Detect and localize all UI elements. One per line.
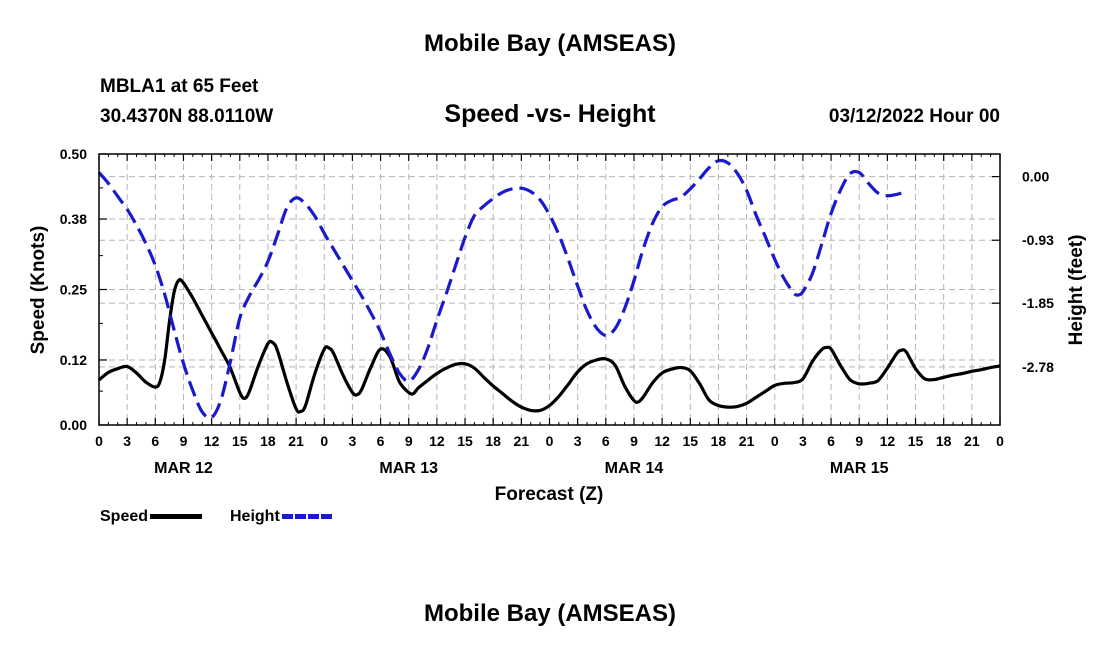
x-tick-label: 3 <box>574 433 582 449</box>
legend-speed-label: Speed <box>100 508 149 525</box>
x-tick-label: 15 <box>682 433 698 449</box>
x-tick-label: 3 <box>123 433 131 449</box>
x-tick-label: 9 <box>405 433 413 449</box>
coordinates-label: 30.4370N 88.0110W <box>100 106 274 127</box>
y-left-tick-label: 0.38 <box>60 211 87 227</box>
x-tick-label: 3 <box>799 433 807 449</box>
x-tick-label: 6 <box>377 433 385 449</box>
footer-title: Mobile Bay (AMSEAS) <box>423 600 677 627</box>
series-speed-line <box>97 278 1001 414</box>
x-tick-label: 12 <box>204 433 220 449</box>
y-left-tick-label: 0.50 <box>60 146 87 162</box>
legend-height-label: Height <box>230 508 280 525</box>
x-tick-label: 0 <box>996 433 1004 449</box>
grid-layer <box>99 154 1000 425</box>
y-right-tick-label: 0.00 <box>1022 169 1049 185</box>
main-title: Mobile Bay (AMSEAS) <box>423 30 677 57</box>
x-tick-label: 6 <box>827 433 835 449</box>
day-label: MAR 15 <box>830 460 889 477</box>
y-right-tick-label: -1.85 <box>1022 295 1054 311</box>
day-label: MAR 14 <box>605 460 664 477</box>
legend-speed-swatch <box>150 514 203 520</box>
x-tick-label: 15 <box>908 433 924 449</box>
x-tick-label: 21 <box>964 433 980 449</box>
x-tick-label: 15 <box>457 433 473 449</box>
x-tick-label: 6 <box>602 433 610 449</box>
forecast-datetime: 03/12/2022 Hour 00 <box>828 106 1000 127</box>
x-tick-label: 18 <box>485 433 501 449</box>
y-right-tick-label: -2.78 <box>1022 359 1054 375</box>
x-tick-label: 18 <box>711 433 727 449</box>
legend-height: Height <box>230 508 334 526</box>
chart-title: Speed -vs- Height <box>444 100 656 128</box>
y-left-tick-label: 0.25 <box>60 282 87 298</box>
x-tick-label: 18 <box>936 433 952 449</box>
x-tick-label: 0 <box>320 433 328 449</box>
day-label: MAR 13 <box>379 460 438 477</box>
x-tick-label: 21 <box>288 433 304 449</box>
y-right-tick-label: -0.93 <box>1022 232 1054 248</box>
y-axis-label-left: Speed (Knots) <box>28 226 49 355</box>
x-tick-label: 0 <box>95 433 103 449</box>
x-tick-label: 0 <box>546 433 554 449</box>
series-height-line <box>97 158 907 420</box>
x-tick-label: 12 <box>654 433 670 449</box>
x-tick-label: 15 <box>232 433 248 449</box>
x-tick-label: 9 <box>180 433 188 449</box>
x-tick-label: 12 <box>880 433 896 449</box>
day-label: MAR 12 <box>154 460 213 477</box>
legend-speed: Speed <box>100 508 203 526</box>
y-left-tick-label: 0.00 <box>60 417 87 433</box>
x-tick-label: 3 <box>349 433 357 449</box>
x-tick-label: 9 <box>855 433 863 449</box>
x-tick-label: 21 <box>514 433 530 449</box>
y-axis-label-right: Height (feet) <box>1066 235 1087 346</box>
x-tick-label: 6 <box>151 433 159 449</box>
x-tick-label: 9 <box>630 433 638 449</box>
x-tick-label: 0 <box>771 433 779 449</box>
legend-height-swatch <box>281 514 334 520</box>
y-left-tick-label: 0.12 <box>60 352 87 368</box>
x-tick-label: 12 <box>429 433 445 449</box>
x-tick-label: 21 <box>739 433 755 449</box>
station-label: MBLA1 at 65 Feet <box>100 76 259 97</box>
x-tick-label: 18 <box>260 433 276 449</box>
axis-layer: 0 3 6 9 12 15 18 21 0 3 6 9 12 15 18 21 0 3 6 9 12 15 18 21 0 3 6 9… <box>60 146 1054 477</box>
series-layer <box>97 158 1001 420</box>
x-axis-label: Forecast (Z) <box>495 484 604 505</box>
